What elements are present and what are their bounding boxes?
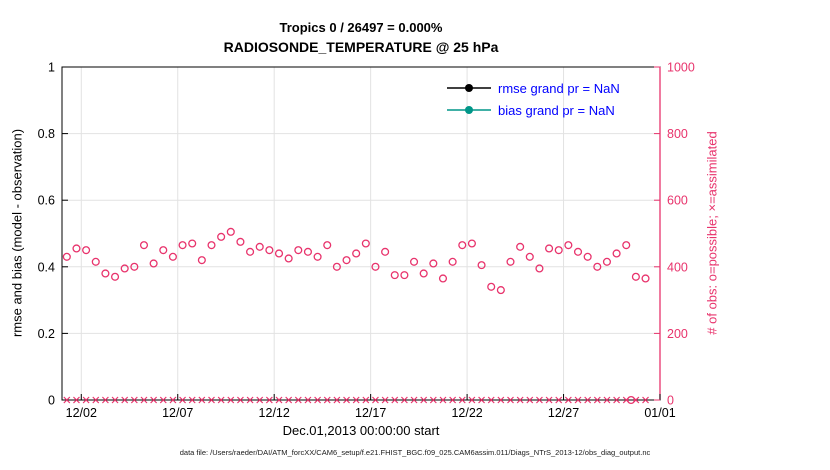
svg-text:12/07: 12/07 <box>162 406 193 420</box>
svg-text:01/01: 01/01 <box>644 406 675 420</box>
svg-text:200: 200 <box>667 327 688 341</box>
bias-line-marker-icon <box>447 106 491 114</box>
svg-text:0.6: 0.6 <box>38 194 55 208</box>
legend-label-rmse: rmse grand pr = NaN <box>498 80 620 96</box>
x-axis-label: Dec.01,2013 00:00:00 start <box>282 423 440 438</box>
svg-text:12/12: 12/12 <box>259 406 290 420</box>
rmse-line-marker-icon <box>447 84 491 92</box>
svg-text:12/27: 12/27 <box>548 406 579 420</box>
svg-text:12/02: 12/02 <box>66 406 97 420</box>
svg-text:1: 1 <box>48 61 55 75</box>
data-file-caption: data file: /Users/raeder/DAI/ATM_forcXX/… <box>179 448 651 457</box>
svg-text:600: 600 <box>667 194 688 208</box>
legend-entry: rmse grand pr = NaN <box>447 78 620 98</box>
svg-text:0.4: 0.4 <box>38 260 55 274</box>
left-y-axis-label: rmse and bias (model - observation) <box>9 128 25 338</box>
svg-text:12/17: 12/17 <box>355 406 386 420</box>
svg-text:800: 800 <box>667 127 688 141</box>
legend: rmse grand pr = NaN bias grand pr = NaN <box>447 78 620 120</box>
svg-text:0.8: 0.8 <box>38 127 55 141</box>
svg-text:0: 0 <box>48 394 55 408</box>
right-y-axis-label: # of obs: o=possible; ×=assimilated <box>704 131 720 335</box>
legend-entry: bias grand pr = NaN <box>447 100 620 120</box>
chart-subtitle: RADIOSONDE_TEMPERATURE @ 25 hPa <box>223 39 499 55</box>
svg-text:400: 400 <box>667 260 688 274</box>
svg-text:0.2: 0.2 <box>38 327 55 341</box>
svg-text:0: 0 <box>667 394 674 408</box>
svg-text:1000: 1000 <box>667 61 695 75</box>
svg-text:12/22: 12/22 <box>451 406 482 420</box>
legend-label-bias: bias grand pr = NaN <box>498 102 615 118</box>
chart-title: Tropics 0 / 26497 = 0.000% <box>279 20 443 35</box>
